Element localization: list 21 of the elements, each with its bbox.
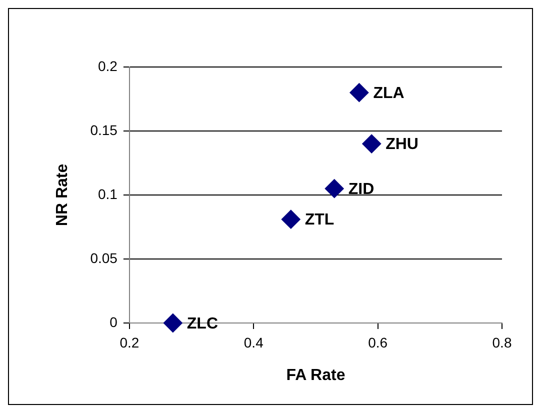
- annotation: ZHU: [386, 136, 418, 154]
- x-tick-label: 0.6: [368, 334, 388, 350]
- x-tick-label: 0.8: [492, 334, 512, 350]
- point: [350, 83, 369, 102]
- point: [362, 134, 382, 154]
- y-tick-label: 0.1: [98, 186, 118, 202]
- annotation: ZTL: [304, 212, 334, 229]
- y-tick-label: 0.15: [90, 122, 118, 138]
- annotation: ZLA: [373, 85, 405, 102]
- x-axis-title: FA Rate: [286, 366, 346, 384]
- annotation: ZID: [348, 181, 374, 198]
- y-tick-label: 0.2: [98, 58, 118, 74]
- point: [163, 314, 182, 332]
- y-axis-title: NR Rate: [54, 164, 72, 226]
- point: [324, 179, 344, 198]
- point: [281, 210, 300, 229]
- x-tick-label: 0.2: [120, 334, 140, 350]
- y-tick-label: 0.05: [90, 250, 118, 266]
- y-tick-label: 0: [110, 314, 118, 330]
- annotation: ZLC: [186, 315, 218, 332]
- x-tick-label: 0.4: [244, 334, 264, 350]
